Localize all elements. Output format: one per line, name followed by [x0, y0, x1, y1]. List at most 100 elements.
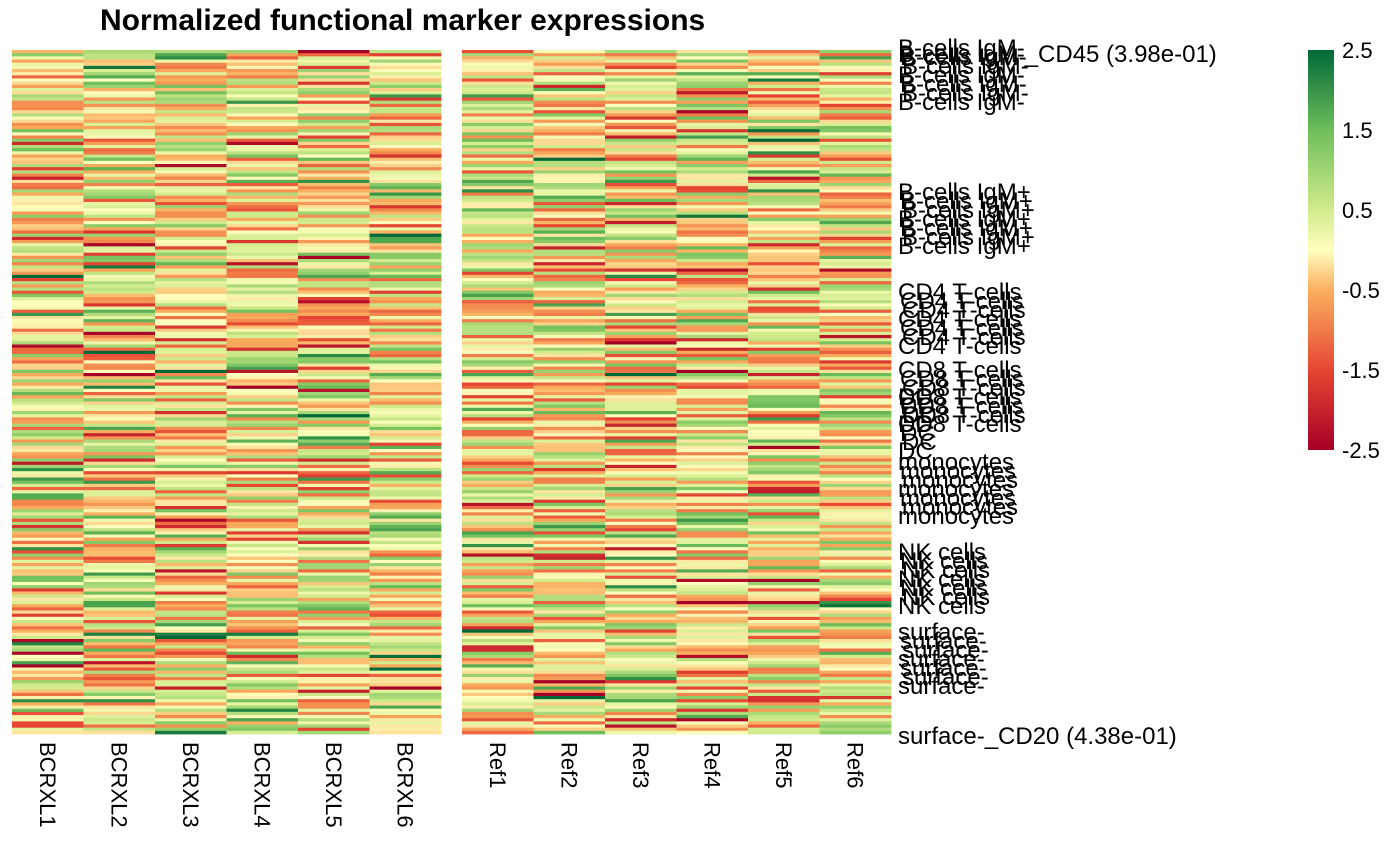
- heatmap-cell: [83, 94, 156, 98]
- heatmap-cell: [298, 75, 370, 79]
- heatmap-cell: [12, 141, 84, 146]
- heatmap-cell: [605, 91, 677, 95]
- heatmap-cell: [298, 499, 370, 504]
- heatmap-cell: [533, 325, 606, 330]
- heatmap-cell: [12, 145, 84, 149]
- heatmap-cell: [819, 654, 892, 659]
- heatmap-cell: [12, 490, 84, 494]
- row-label: monocytes: [902, 467, 1018, 494]
- heatmap-cell: [83, 274, 156, 279]
- heatmap-cell: [226, 195, 299, 200]
- heatmap-cell: [748, 651, 820, 656]
- heatmap-cell: [155, 553, 227, 558]
- heatmap-cell: [369, 179, 442, 184]
- heatmap-cell: [298, 594, 370, 599]
- heatmap-cell: [83, 487, 156, 491]
- heatmap-cell: [298, 718, 370, 722]
- heatmap-cell: [605, 192, 677, 197]
- heatmap-cell: [83, 278, 156, 282]
- heatmap-cell: [462, 202, 534, 206]
- heatmap-cell: [605, 616, 677, 621]
- heatmap-cell: [819, 113, 892, 117]
- heatmap-cell: [605, 126, 677, 130]
- heatmap-cell: [226, 160, 299, 165]
- heatmap-cell: [155, 601, 227, 605]
- heatmap-cell: [748, 243, 820, 247]
- heatmap-cell: [369, 338, 442, 342]
- heatmap-cell: [462, 284, 534, 288]
- heatmap-cell: [748, 648, 820, 653]
- heatmap-cell: [369, 198, 442, 203]
- heatmap-cell: [605, 271, 677, 276]
- heatmap-cell: [12, 544, 84, 548]
- heatmap-cell: [226, 401, 299, 406]
- heatmap-cell: [533, 525, 606, 529]
- heatmap-cell: [462, 227, 534, 231]
- heatmap-cell: [226, 388, 299, 393]
- heatmap-cell: [819, 176, 892, 181]
- heatmap-cell: [226, 547, 299, 551]
- heatmap-cell: [748, 240, 820, 244]
- heatmap-cell: [605, 727, 677, 732]
- heatmap-cell: [533, 335, 606, 339]
- heatmap-cell: [605, 550, 677, 554]
- heatmap-cell: [819, 404, 892, 409]
- heatmap-cell: [369, 309, 442, 314]
- heatmap-cell: [462, 243, 534, 247]
- heatmap-cell: [226, 192, 299, 197]
- row-label: NK cells: [902, 584, 990, 611]
- heatmap-cell: [155, 477, 227, 482]
- heatmap-cell: [605, 705, 677, 710]
- heatmap-cell: [298, 357, 370, 361]
- heatmap-cell: [462, 411, 534, 415]
- heatmap-cell: [676, 69, 749, 73]
- heatmap-cell: [369, 423, 442, 428]
- heatmap-cell: [226, 594, 299, 599]
- heatmap-cell: [83, 335, 156, 339]
- heatmap-cell: [155, 69, 227, 73]
- heatmap-cell: [676, 673, 749, 678]
- heatmap-cell: [533, 110, 606, 114]
- heatmap-cell: [155, 189, 227, 193]
- heatmap-cell: [748, 255, 820, 260]
- heatmap-cell: [605, 632, 677, 637]
- heatmap-cell: [226, 129, 299, 133]
- heatmap-cell: [226, 724, 299, 729]
- heatmap-cell: [298, 211, 370, 216]
- heatmap-cell: [676, 240, 749, 244]
- heatmap-cell: [676, 594, 749, 599]
- heatmap-cell: [748, 692, 820, 697]
- heatmap-cell: [12, 597, 84, 602]
- heatmap-cell: [533, 65, 606, 70]
- heatmap-cell: [83, 414, 156, 418]
- heatmap-cell: [83, 420, 156, 425]
- heatmap-cell: [298, 537, 370, 542]
- heatmap-cell: [12, 620, 84, 624]
- heatmap-cell: [12, 708, 84, 713]
- heatmap-cell: [462, 480, 534, 485]
- heatmap-cell: [155, 176, 227, 181]
- heatmap-cell: [369, 724, 442, 729]
- heatmap-cell: [12, 59, 84, 64]
- heatmap-cell: [462, 544, 534, 548]
- heatmap-cell: [298, 205, 370, 209]
- heatmap-cell: [298, 252, 370, 257]
- heatmap-cell: [748, 303, 820, 307]
- heatmap-cell: [533, 512, 606, 516]
- heatmap-cell: [12, 81, 84, 86]
- heatmap-cell: [462, 512, 534, 516]
- heatmap-cell: [462, 654, 534, 659]
- heatmap-cell: [605, 597, 677, 602]
- heatmap-cell: [226, 116, 299, 121]
- heatmap-cell: [298, 528, 370, 532]
- heatmap-cell: [226, 654, 299, 659]
- heatmap-cell: [369, 433, 442, 437]
- heatmap-cell: [155, 629, 227, 634]
- row-label: B-cells IgM+: [900, 188, 1033, 215]
- heatmap-cell: [462, 474, 534, 478]
- heatmap-cell: [298, 721, 370, 725]
- heatmap-cell: [12, 385, 84, 390]
- heatmap-cell: [748, 531, 820, 535]
- heatmap-cell: [226, 392, 299, 396]
- heatmap-cell: [83, 154, 156, 159]
